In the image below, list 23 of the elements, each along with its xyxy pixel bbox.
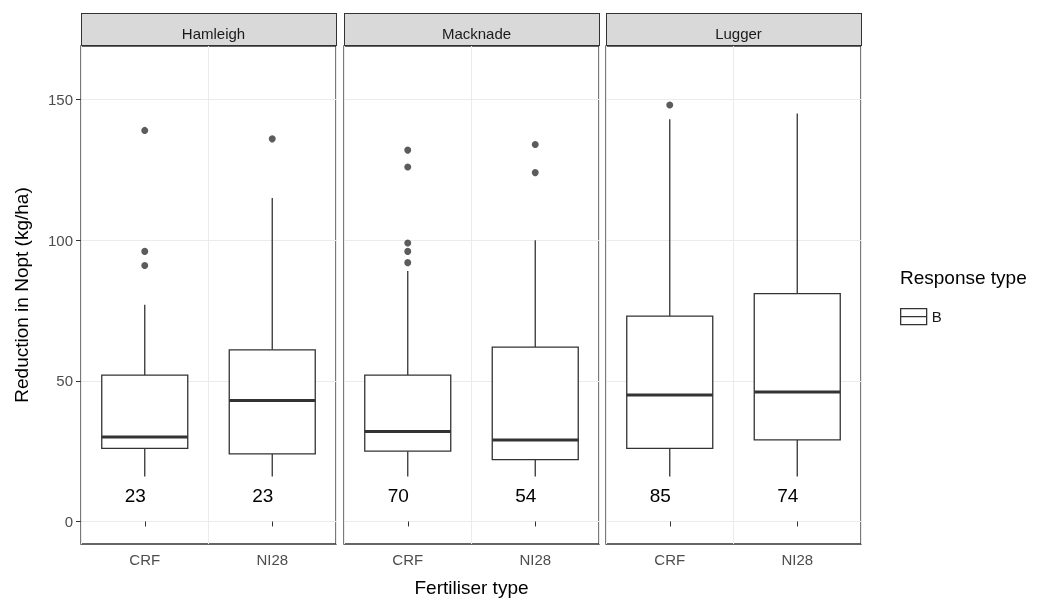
chart-title: Macknade	[441, 25, 512, 42]
y-axis-title: Reduction in Nopt (kg/ha)	[11, 187, 32, 403]
legend-title: Response type	[900, 267, 1027, 288]
x-tick-label: CRF	[654, 551, 686, 568]
x-tick-label: NI28	[256, 551, 289, 568]
y-tick-label: 100	[47, 231, 73, 249]
chart-title: Hamleigh	[181, 25, 246, 42]
annotation: 70	[387, 485, 409, 506]
annotation: 54	[515, 485, 537, 506]
annotation: 23	[252, 485, 274, 506]
y-tick-label: 50	[56, 372, 73, 390]
legend-label: B	[931, 308, 942, 326]
annotation: 85	[649, 485, 671, 506]
annotation: 23	[124, 485, 146, 506]
y-tick-label: 0	[64, 512, 73, 530]
y-tick-label: 150	[47, 90, 73, 108]
x-tick-label: CRF	[129, 551, 161, 568]
x-tick-label: CRF	[392, 551, 424, 568]
x-tick-label: NI28	[781, 551, 814, 568]
chart-title: Lugger	[715, 25, 762, 42]
annotation: 74	[777, 485, 799, 506]
x-axis-title: Fertiliser type	[414, 577, 529, 598]
x-tick-label: NI28	[519, 551, 552, 568]
